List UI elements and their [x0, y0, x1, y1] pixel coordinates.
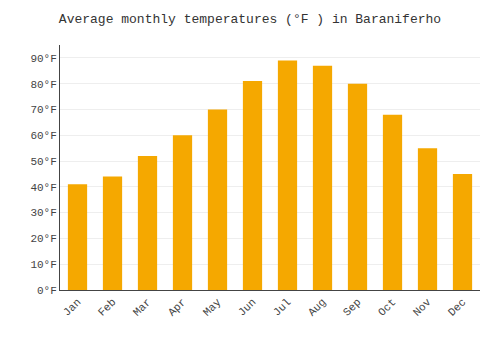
- svg-text:May: May: [201, 296, 224, 319]
- svg-text:Dec: Dec: [446, 296, 468, 318]
- svg-text:Feb: Feb: [96, 296, 118, 318]
- svg-text:50°F: 50°F: [30, 156, 56, 168]
- svg-text:60°F: 60°F: [30, 130, 56, 142]
- svg-text:Nov: Nov: [411, 296, 434, 319]
- svg-text:80°F: 80°F: [30, 79, 56, 91]
- svg-text:90°F: 90°F: [30, 53, 56, 65]
- svg-text:0°F: 0°F: [37, 285, 57, 297]
- svg-text:30°F: 30°F: [30, 207, 56, 219]
- svg-text:40°F: 40°F: [30, 182, 56, 194]
- svg-text:Jul: Jul: [271, 296, 293, 318]
- svg-text:20°F: 20°F: [30, 233, 56, 245]
- svg-text:Sep: Sep: [341, 296, 363, 318]
- svg-text:Oct: Oct: [376, 296, 398, 318]
- svg-text:Jun: Jun: [236, 296, 258, 318]
- svg-text:70°F: 70°F: [30, 104, 56, 116]
- svg-text:Average monthly temperatures (: Average monthly temperatures (°F ) in Ba…: [59, 12, 441, 27]
- svg-text:Aug: Aug: [306, 296, 328, 318]
- svg-text:Mar: Mar: [131, 296, 153, 318]
- svg-text:10°F: 10°F: [30, 259, 56, 271]
- svg-text:Jan: Jan: [61, 296, 83, 318]
- svg-text:Apr: Apr: [166, 296, 188, 318]
